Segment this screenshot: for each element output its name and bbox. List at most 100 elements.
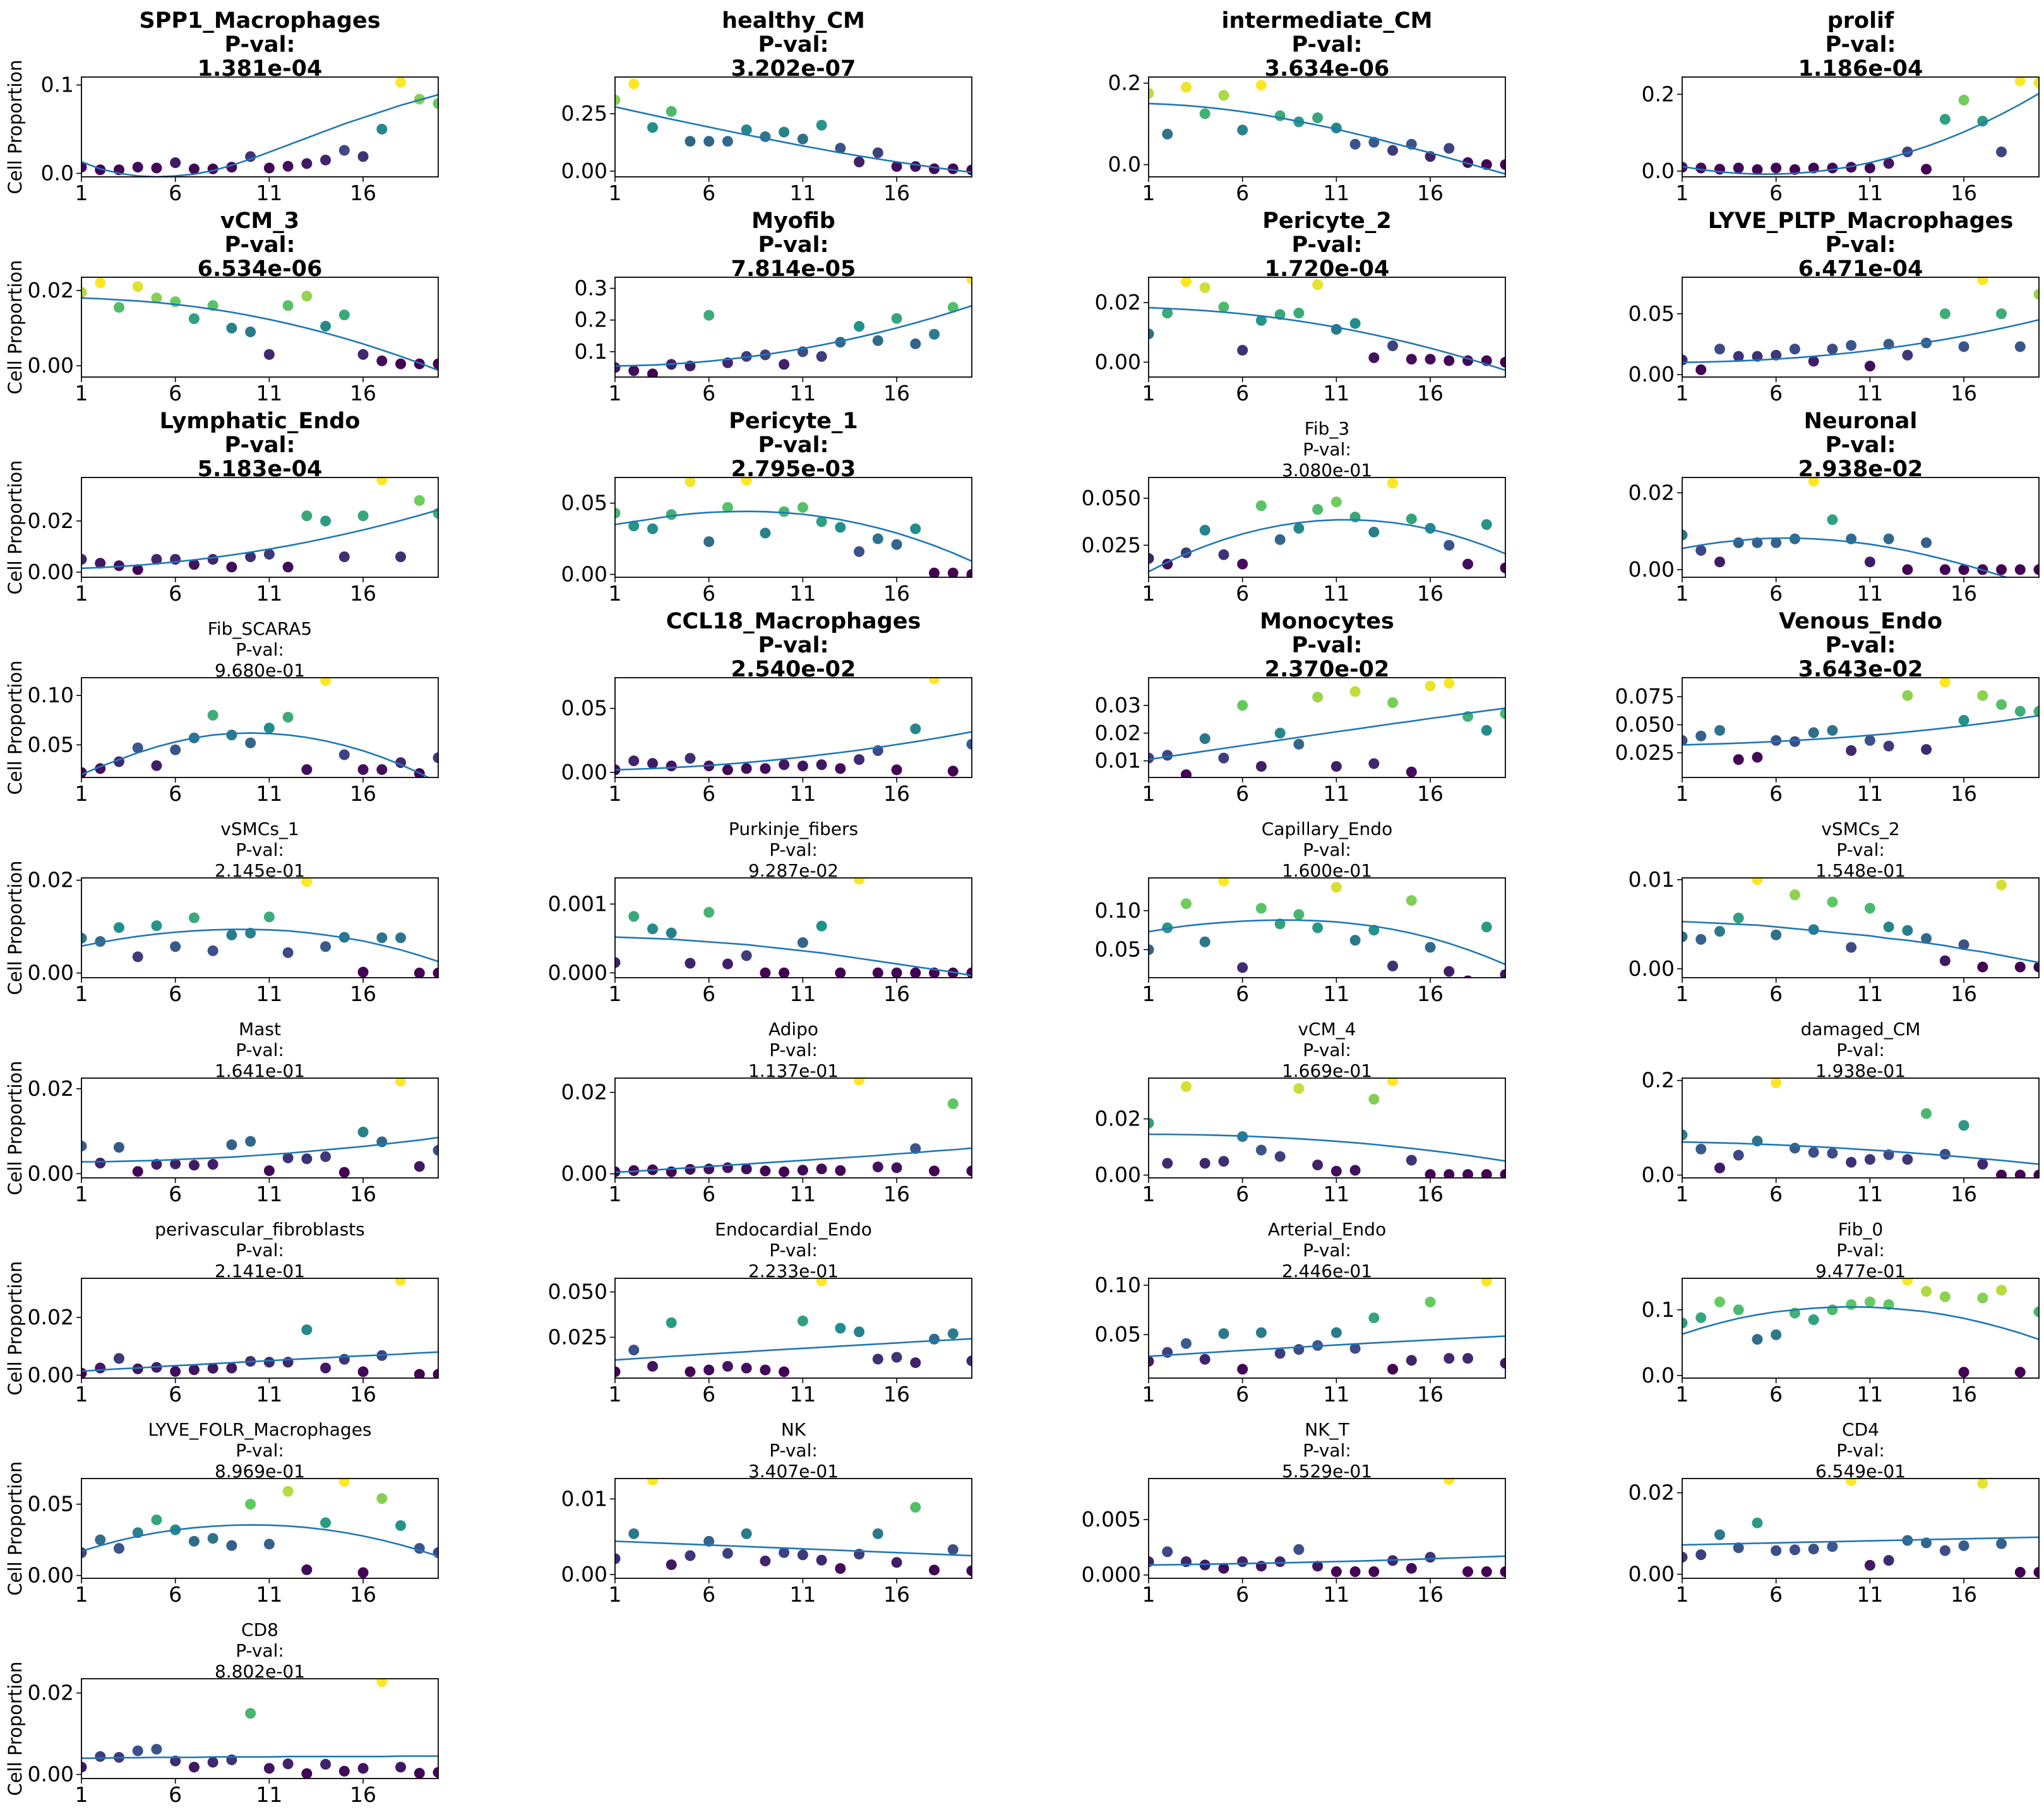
x-tick-label: 6 [1769,981,1783,1006]
data-point [245,1499,256,1510]
x-tick-label: 11 [789,381,816,405]
axes-frame [1682,477,2040,578]
data-point [1902,690,1913,701]
x-tick-label: 1 [1142,181,1156,205]
data-point [338,1353,350,1365]
data-point [1996,879,2007,891]
x-tick-label: 1 [609,781,622,806]
data-point [1368,1312,1380,1324]
data-point [376,1493,388,1504]
x-tick-label: 16 [350,1782,376,1807]
axes-frame [614,1278,972,1379]
data-point [1218,1328,1229,1340]
data-point [2014,1566,2026,1578]
data-point [741,1362,752,1374]
data-point [357,349,369,360]
x-tick-label: 6 [1236,581,1249,606]
x-tick-label: 16 [1417,181,1443,205]
x-tick-label: 6 [169,1582,182,1607]
data-point [684,1550,696,1561]
x-tick-label: 6 [1236,381,1249,405]
data-point [1752,351,1763,362]
data-point [797,501,808,513]
y-tick-label: 0.000 [1082,1563,1141,1587]
data-point [1500,159,1505,171]
x-tick-label: 16 [1417,381,1443,405]
pval-label: P-val: [225,433,296,458]
panel-title: CD4 [1842,1419,1879,1440]
data-point [947,567,959,577]
x-tick-label: 16 [1417,981,1443,1006]
data-point [395,551,407,563]
data-point [854,878,865,885]
data-point [395,1078,407,1087]
panel-pericyte-2: Pericyte_2P-val:1.720e-041 6 11 160.000.02 [1095,208,1506,405]
fit-curve [81,93,438,177]
data-point [1312,692,1324,703]
pval-label: P-val: [769,1440,818,1461]
data-point [1996,1285,2007,1296]
y-axis-label: Cell Proportion [4,1261,26,1395]
panel-title: intermediate_CM [1221,8,1432,33]
x-tick-label: 1 [609,581,622,606]
data-point [263,1763,275,1774]
data-point [1789,889,1800,901]
axes-frame [1682,277,2040,378]
data-point [1349,138,1361,150]
data-point [433,968,438,978]
data-point [1921,1286,1932,1297]
data-point [151,1158,162,1170]
data-point [1255,903,1267,914]
data-point [2014,77,2026,87]
scatter-points [1149,1078,1505,1178]
data-point [1180,81,1192,93]
scatter-points [1149,477,1505,573]
y-tick-label: 0.01 [561,1486,607,1511]
data-point [338,1765,350,1777]
axes-frame [1682,76,2040,177]
x-tick-label: 16 [350,1182,376,1206]
data-point [1752,164,1763,175]
data-point [966,738,972,750]
data-point [1996,1170,2007,1178]
panel-perivascular-fibroblasts: perivascular_fibroblastsP-val:2.141e-011… [4,1219,439,1407]
pval-label: P-val: [225,32,296,57]
data-point [929,163,940,174]
data-point [1425,942,1436,953]
y-tick-label: 0.050 [548,1280,607,1304]
y-axis-label: Cell Proportion [4,460,26,594]
data-point [1349,686,1361,697]
data-point [1846,1156,1857,1168]
data-point [2014,1367,2026,1378]
data-point [1846,340,1857,351]
y-tick-label: 0.1 [1642,1297,1675,1322]
data-point [910,1357,921,1369]
data-point [1293,1083,1305,1094]
data-point [226,1362,237,1374]
data-point [433,1369,438,1378]
data-point [1682,735,1688,746]
data-point [81,933,87,944]
y-tick-label: 0.0 [1642,1363,1675,1388]
data-point [1255,80,1267,91]
data-point [1682,1129,1688,1141]
data-point [376,355,388,366]
data-point [320,1362,332,1374]
fit-curve [615,304,972,367]
data-point [947,1328,959,1340]
x-tick-label: 11 [1856,1582,1883,1607]
data-point [760,1555,771,1566]
data-point [1199,936,1210,947]
x-tick-label: 1 [75,981,88,1006]
pval-label: P-val: [1826,433,1896,458]
data-point [1789,1143,1800,1154]
data-point [282,1758,294,1770]
data-point [1312,1561,1324,1572]
data-point [132,951,143,963]
scatter-points [81,77,438,176]
data-point [1443,966,1455,977]
x-tick-label: 1 [75,1382,88,1407]
